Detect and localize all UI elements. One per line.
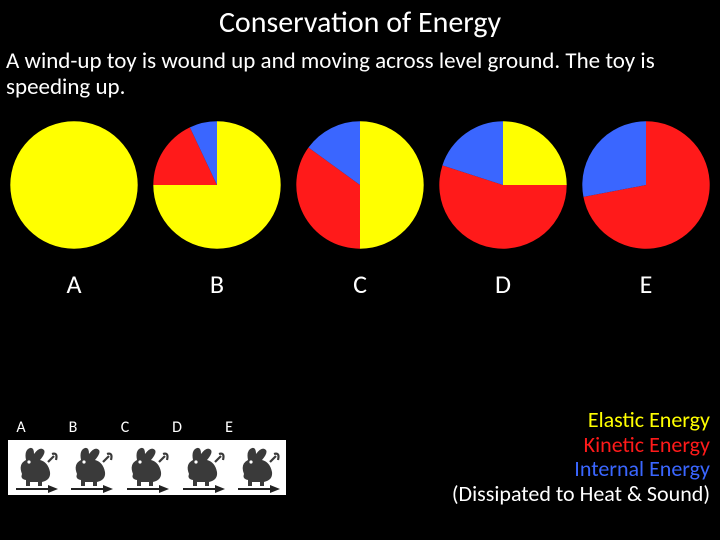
slide: Conservation of Energy A wind-up toy is … (0, 0, 720, 540)
bunny-label: C (118, 418, 132, 437)
page-title: Conservation of Energy (0, 4, 720, 41)
description-text: A wind-up toy is wound up and moving acr… (6, 48, 714, 101)
pie-slice (503, 121, 567, 185)
pie-row (6, 120, 714, 250)
toy-bunny-icon (67, 442, 115, 492)
legend-kinetic: Kinetic Energy (390, 433, 710, 458)
bunny-label: E (222, 418, 236, 437)
pie-labels-row: ABCDE (6, 268, 714, 300)
pie-svg (438, 120, 568, 250)
toy-bunny-icon (234, 442, 282, 492)
pie-svg (9, 120, 139, 250)
pie-label: A (6, 268, 142, 300)
toy-bunny-icon (123, 442, 171, 492)
legend: Elastic Energy Kinetic Energy Internal E… (390, 408, 710, 507)
pie-chart (149, 120, 285, 250)
legend-internal: Internal Energy (390, 457, 710, 482)
pie-label: E (578, 268, 714, 300)
bunny-labels-row: A B C D E (14, 418, 236, 437)
pie-slice (582, 121, 646, 197)
pie-chart (292, 120, 428, 250)
toy-bunny-icon (179, 442, 227, 492)
bunny-label: A (14, 418, 28, 437)
pie-label: C (292, 268, 428, 300)
toy-bunny-icon (12, 442, 60, 492)
legend-elastic: Elastic Energy (390, 408, 710, 433)
legend-dissipated: (Dissipated to Heat & Sound) (390, 482, 710, 507)
pie-label: B (149, 268, 285, 300)
pie-chart (435, 120, 571, 250)
bunny-panel (8, 440, 286, 495)
pie-chart (578, 120, 714, 250)
pie-svg (581, 120, 711, 250)
bunny-label: B (66, 418, 80, 437)
pie-svg (295, 120, 425, 250)
pie-label: D (435, 268, 571, 300)
pie-svg (152, 120, 282, 250)
bunny-label: D (170, 418, 184, 437)
pie-slice (360, 121, 424, 248)
pie-chart (6, 120, 142, 250)
pie-slice (10, 121, 137, 248)
